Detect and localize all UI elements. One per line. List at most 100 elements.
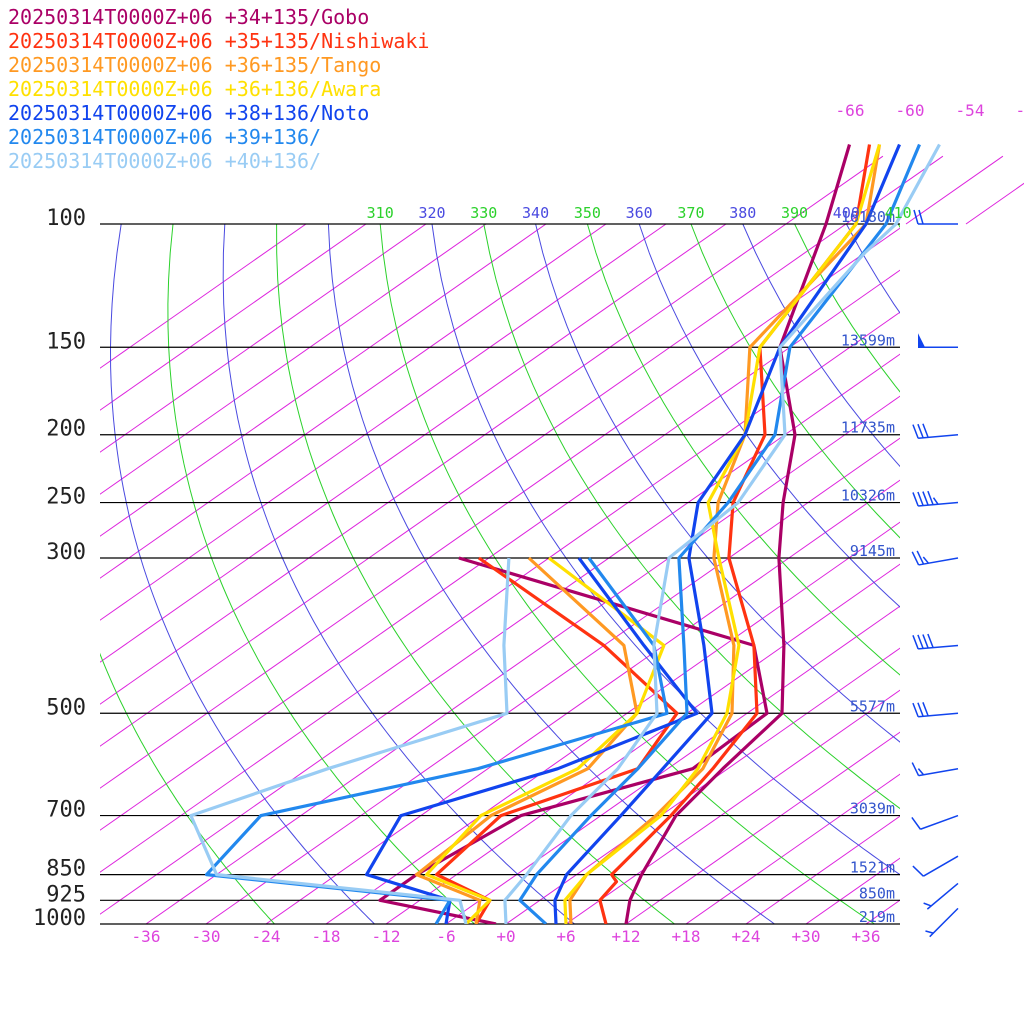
wind-barb	[912, 490, 959, 507]
isotherm-line	[100, 224, 607, 579]
isotherm-line	[265, 479, 900, 924]
temperature-tick-label: -36	[132, 927, 161, 946]
wind-barb-feather	[922, 491, 929, 506]
wind-barb	[912, 702, 959, 718]
wind-barb-staff	[926, 882, 959, 910]
temperature-profile-line	[503, 143, 941, 924]
wind-barb-staff	[918, 767, 959, 777]
height-label: 219m	[859, 908, 895, 926]
wind-barb	[912, 423, 959, 439]
temperature-tick-label: +24	[732, 927, 761, 946]
wind-barb-feather	[927, 633, 934, 648]
isotherm-line	[145, 395, 900, 924]
dry-adiabat-line	[897, 224, 900, 229]
wind-barb	[925, 907, 959, 938]
wind-barb-feather	[912, 492, 919, 507]
wind-barb-staff	[918, 712, 959, 718]
wind-barb	[913, 209, 958, 225]
isotherm-line	[625, 731, 900, 924]
dewpoint-profile-line	[425, 556, 666, 924]
isotherm-line	[100, 224, 427, 453]
isotherm-line	[100, 227, 900, 789]
isotherm-line	[505, 647, 900, 924]
wind-barb	[923, 882, 959, 910]
wind-barb-feather	[911, 762, 920, 776]
isotherm-line	[685, 773, 900, 924]
theta-label: 410	[885, 204, 912, 222]
wind-barb-feather	[913, 209, 919, 225]
chart-legend: 20250314T0000Z+06 +34+135/Gobo 20250314T0…	[8, 5, 429, 173]
wind-barb-staff	[920, 814, 959, 830]
dewpoint-profile-line	[205, 557, 669, 924]
dry-adiabat-line	[109, 224, 375, 924]
isotherm-line	[205, 437, 900, 924]
wind-barb-feather	[911, 551, 920, 566]
wind-barb-feather	[912, 635, 919, 650]
pressure-label: 200	[46, 417, 86, 442]
theta-label: 340	[522, 204, 549, 222]
isotherm-line	[986, 224, 1024, 924]
isotherm-line	[325, 521, 900, 924]
height-label: 10326m	[841, 487, 895, 505]
temperature-profile-line	[553, 143, 901, 924]
wind-barb-staff	[918, 644, 959, 650]
upper-isotherm-label: -48	[1016, 101, 1024, 120]
height-label: 11735m	[841, 419, 895, 437]
theta-label: 390	[781, 204, 808, 222]
wind-barb-feather	[917, 768, 925, 776]
dry-adiabat-line	[690, 224, 900, 539]
wind-barb-feather	[922, 702, 929, 717]
legend-entry: 20250314T0000Z+06 +40+136/	[8, 149, 322, 173]
temperature-tick-label: -6	[436, 927, 455, 946]
legend-entry: 20250314T0000Z+06 +38+136/Noto	[8, 101, 370, 125]
dry-adiabat-line	[483, 224, 900, 810]
wind-barb-feather	[918, 209, 924, 225]
wind-barb-feather	[917, 491, 924, 506]
theta-label: 350	[574, 204, 601, 222]
wind-barb-feather	[927, 490, 934, 506]
temperature-tick-label: +0	[496, 927, 515, 946]
isotherm-line	[445, 605, 900, 924]
isotherm-line	[100, 269, 900, 831]
dry-adiabat-line	[638, 224, 900, 608]
wind-barb	[911, 814, 959, 830]
temperature-tick-label: +18	[672, 927, 701, 946]
isotherm-line	[100, 224, 367, 411]
sounding-profiles	[189, 143, 941, 924]
isotherm-line	[100, 224, 727, 663]
temperature-tick-label: +30	[792, 927, 821, 946]
pressure-label: 850	[46, 857, 86, 882]
theta-label: 360	[626, 204, 653, 222]
legend-entry: 20250314T0000Z+06 +39+136/	[8, 125, 322, 149]
temperature-tick-label: -24	[252, 927, 281, 946]
wind-barb-feather	[917, 702, 924, 717]
wind-barb-feather	[917, 634, 924, 649]
temperature-tick-label: +12	[612, 927, 641, 946]
dry-adiabat-line	[794, 224, 900, 393]
wind-barb-staff	[929, 907, 959, 938]
pressure-label: 925	[46, 882, 86, 907]
temperature-tick-label: -30	[192, 927, 221, 946]
isotherm-line	[100, 224, 487, 495]
upper-isotherm-label: -54	[956, 101, 985, 120]
dewpoint-profile-line	[415, 556, 639, 924]
pressure-label: 700	[46, 798, 86, 823]
upper-isotherm-label: -66	[836, 101, 865, 120]
dry-adiabat-line	[742, 224, 900, 468]
height-label: 13599m	[841, 331, 895, 349]
height-label: 5577m	[850, 697, 895, 715]
wind-barb	[911, 762, 959, 777]
wind-barb-feather	[925, 930, 934, 934]
wind-barb-feather	[923, 902, 932, 907]
wind-barb-staff	[918, 433, 959, 439]
legend-entry: 20250314T0000Z+06 +35+135/Nishiwaki	[8, 29, 430, 53]
isotherm-line-upper	[905, 155, 1004, 225]
height-label: 1521m	[850, 859, 895, 877]
pressure-label: 100	[46, 206, 86, 231]
dry-adiabat-line	[950, 224, 1024, 924]
isotherm-line	[926, 224, 1024, 924]
wind-barb	[911, 550, 959, 566]
temperature-tick-label: -12	[372, 927, 401, 946]
wind-barb-feather	[912, 702, 919, 718]
